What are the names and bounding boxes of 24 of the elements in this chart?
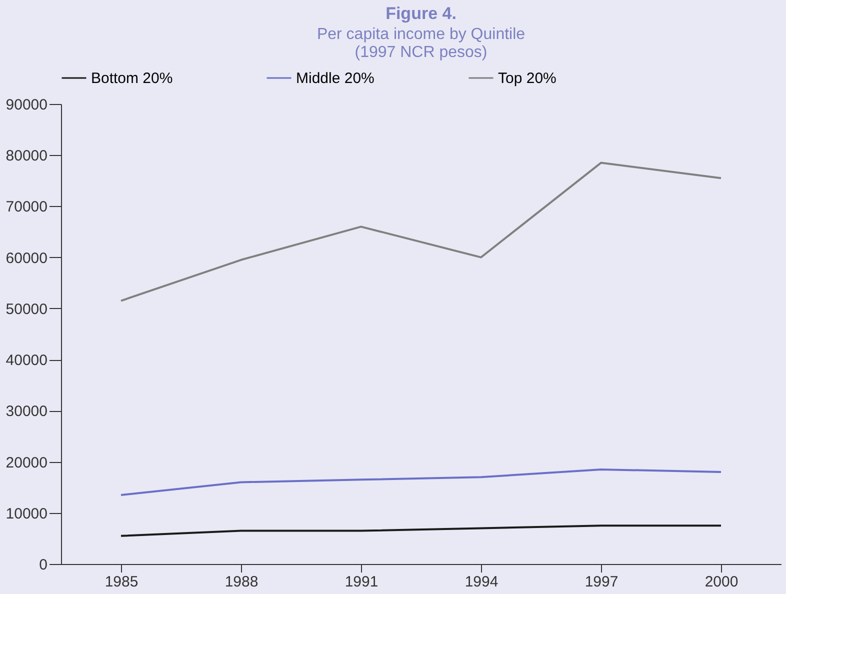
y-tick-label: 90000 (6, 96, 48, 114)
y-tick-label: 80000 (6, 148, 48, 165)
line-series (120, 468, 722, 496)
x-tick-label: 1994 (464, 574, 498, 590)
y-tick-label: 40000 (6, 352, 48, 370)
x-tick-label: 1988 (224, 574, 258, 590)
legend-label: Middle 20% (296, 70, 374, 87)
x-tick-label: 1997 (584, 574, 618, 590)
line-series (120, 524, 722, 537)
y-tick-label: 70000 (6, 198, 48, 216)
y-tick-label: 0 (39, 556, 48, 574)
chart-subtitle: Per capita income by Quintile (1997 NCR pesos) (316, 26, 526, 61)
legend-label: Bottom 20% (91, 70, 173, 87)
y-tick-label: 60000 (6, 250, 48, 267)
y-tick-label: 20000 (6, 454, 48, 472)
chart-title: Figure 4. (386, 4, 456, 23)
line-series (120, 162, 722, 302)
y-tick-label: 50000 (6, 300, 48, 318)
x-tick-label: 1991 (344, 574, 378, 590)
x-tick-label: 1985 (104, 574, 138, 590)
x-tick-label: 2000 (704, 574, 738, 590)
legend-label: Top 20% (498, 70, 556, 87)
y-tick-label: 10000 (6, 505, 48, 522)
y-tick-label: 30000 (6, 403, 48, 420)
